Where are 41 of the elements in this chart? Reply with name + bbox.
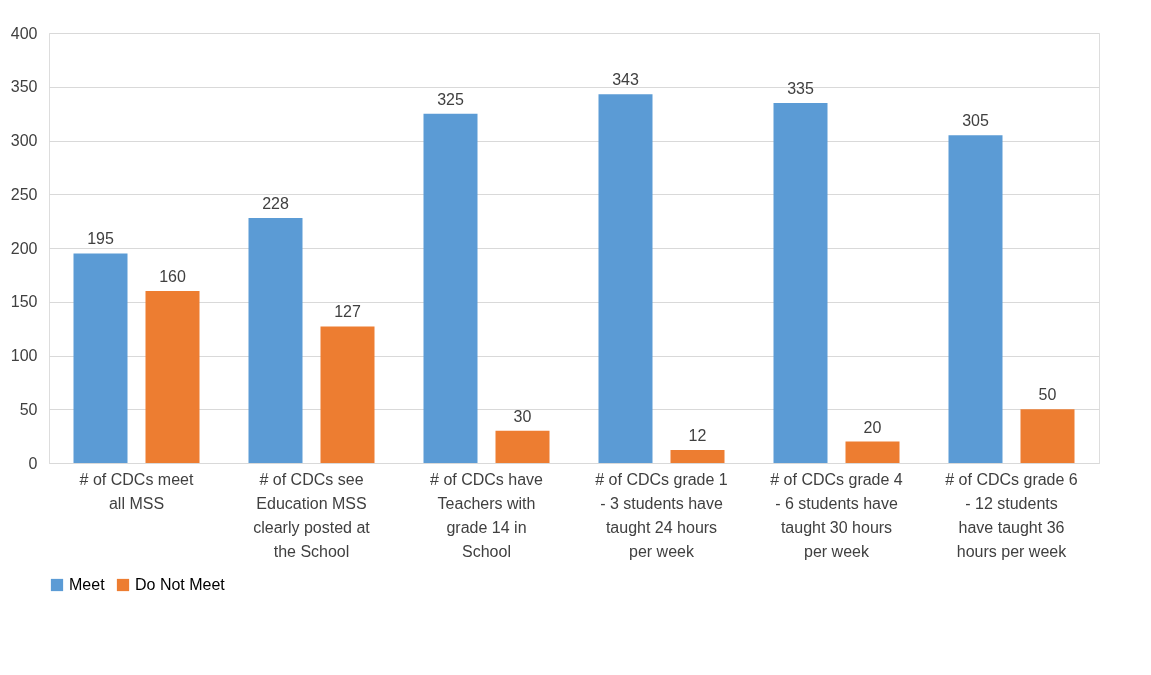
- x-tick-label: # of CDCs meet all MSS: [79, 470, 194, 512]
- x-tick-label: # of CDCs grade 6 - 12 students have taught 36 hours per week: [945, 470, 1078, 560]
- bar: [423, 113, 478, 463]
- data-label: 12: [688, 427, 707, 445]
- data-label: 20: [863, 418, 882, 436]
- x-tick-label: # of CDCs grade 1 - 3 students have taught 24 hours per week: [595, 470, 728, 560]
- data-label: 127: [334, 303, 361, 321]
- data-label: 305: [962, 112, 989, 130]
- x-tick-label: # of CDCs see Education MSS clearly posted at the School: [253, 470, 371, 560]
- y-tick-label: 100: [10, 347, 38, 364]
- bar: [670, 450, 725, 463]
- data-label: 325: [437, 90, 464, 108]
- data-label: 160: [159, 268, 186, 285]
- data-label: 30: [513, 407, 532, 425]
- y-tick-label: 0: [28, 454, 38, 472]
- bar: [948, 135, 1003, 463]
- legend-label: Do Not Meet: [135, 576, 226, 593]
- y-tick-label: 200: [10, 239, 38, 257]
- bar: [773, 102, 828, 463]
- bar: [598, 94, 653, 463]
- bar: [495, 430, 550, 463]
- bar: [145, 291, 200, 463]
- data-label: 335: [787, 79, 814, 97]
- bar: [73, 253, 128, 463]
- x-tick-label: # of CDCs have Teachers with grade 14 in School: [430, 470, 544, 560]
- y-tick-label: 150: [10, 293, 38, 311]
- data-label: 343: [612, 71, 639, 89]
- y-tick-label: 50: [19, 400, 38, 418]
- y-tick-label: 350: [10, 78, 38, 96]
- data-label: 50: [1038, 386, 1057, 404]
- y-tick-label: 400: [10, 24, 38, 42]
- bar: [320, 326, 375, 463]
- bar: [1020, 409, 1075, 463]
- legend-label: Meet: [69, 576, 106, 593]
- x-tick-label: # of CDCs grade 4 - 6 students have taught 30 hours per week: [770, 470, 903, 560]
- y-tick-label: 300: [10, 132, 38, 149]
- bar: [845, 441, 900, 463]
- y-tick-label: 250: [10, 185, 38, 203]
- data-label: 228: [262, 194, 289, 212]
- bar: [248, 217, 303, 463]
- data-label: 195: [87, 230, 114, 248]
